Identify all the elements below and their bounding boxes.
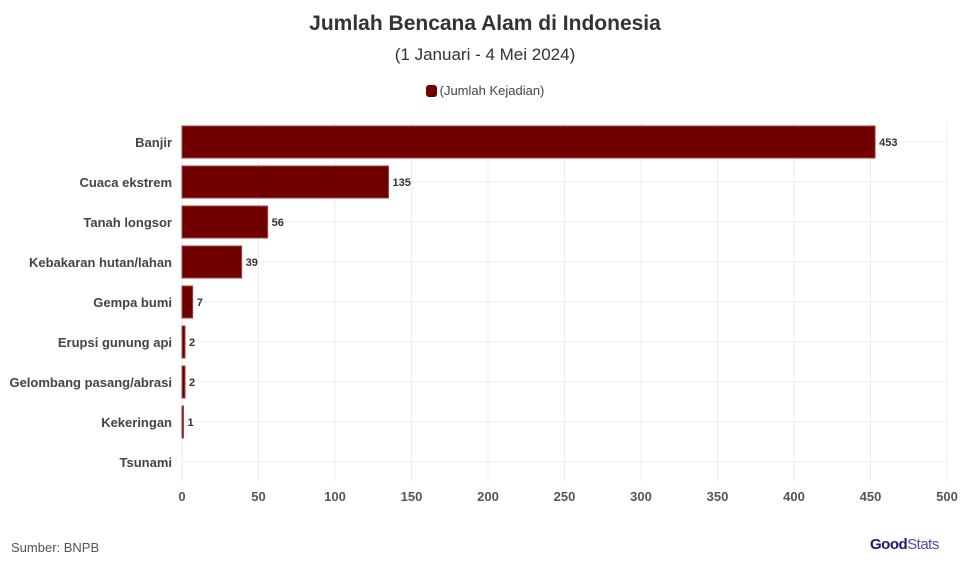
legend-label: (Jumlah Kejadian) (439, 83, 545, 98)
y-category-label: Tanah longsor (83, 215, 172, 230)
bar (181, 205, 269, 239)
bar (181, 285, 194, 319)
bar (181, 405, 185, 439)
bar (181, 165, 390, 199)
goodstats-logo: GoodStats (870, 536, 939, 553)
source-note: Sumber: BNPB (11, 540, 100, 555)
data-label: 7 (197, 297, 203, 309)
legend[interactable]: (Jumlah Kejadian) (0, 83, 970, 98)
data-label: 2 (189, 377, 195, 389)
x-tick-label: 50 (251, 489, 265, 504)
bar (181, 245, 243, 279)
data-label: 1 (188, 417, 194, 429)
y-category-label: Cuaca ekstrem (80, 175, 173, 190)
data-label: 135 (393, 177, 411, 189)
bar (181, 325, 186, 359)
y-category-label: Tsunami (120, 455, 173, 470)
data-label: 39 (246, 257, 258, 269)
bar (181, 365, 186, 399)
data-label: 56 (272, 217, 284, 229)
chart-title: Jumlah Bencana Alam di Indonesia (309, 12, 661, 35)
bar (181, 125, 876, 159)
x-tick-label: 350 (707, 489, 729, 504)
x-tick-label: 300 (630, 489, 652, 504)
x-tick-label: 400 (783, 489, 805, 504)
legend-swatch (425, 84, 437, 97)
y-category-label: Kebakaran hutan/lahan (29, 255, 172, 270)
y-category-label: Gempa bumi (93, 295, 172, 310)
y-category-label: Banjir (135, 135, 172, 150)
y-category-label: Gelombang pasang/abrasi (9, 375, 172, 390)
data-label: 2 (189, 337, 195, 349)
x-tick-label: 0 (178, 489, 185, 504)
y-category-label: Erupsi gunung api (58, 335, 172, 350)
x-tick-label: 200 (477, 489, 499, 504)
x-tick-label: 100 (324, 489, 346, 504)
x-tick-label: 250 (554, 489, 576, 504)
data-label: 453 (879, 137, 897, 149)
x-tick-label: 150 (401, 489, 423, 504)
x-tick-label: 450 (860, 489, 882, 504)
y-category-label: Kekeringan (101, 415, 172, 430)
chart-subtitle: (1 Januari - 4 Mei 2024) (394, 45, 576, 64)
x-tick-label: 500 (936, 489, 958, 504)
